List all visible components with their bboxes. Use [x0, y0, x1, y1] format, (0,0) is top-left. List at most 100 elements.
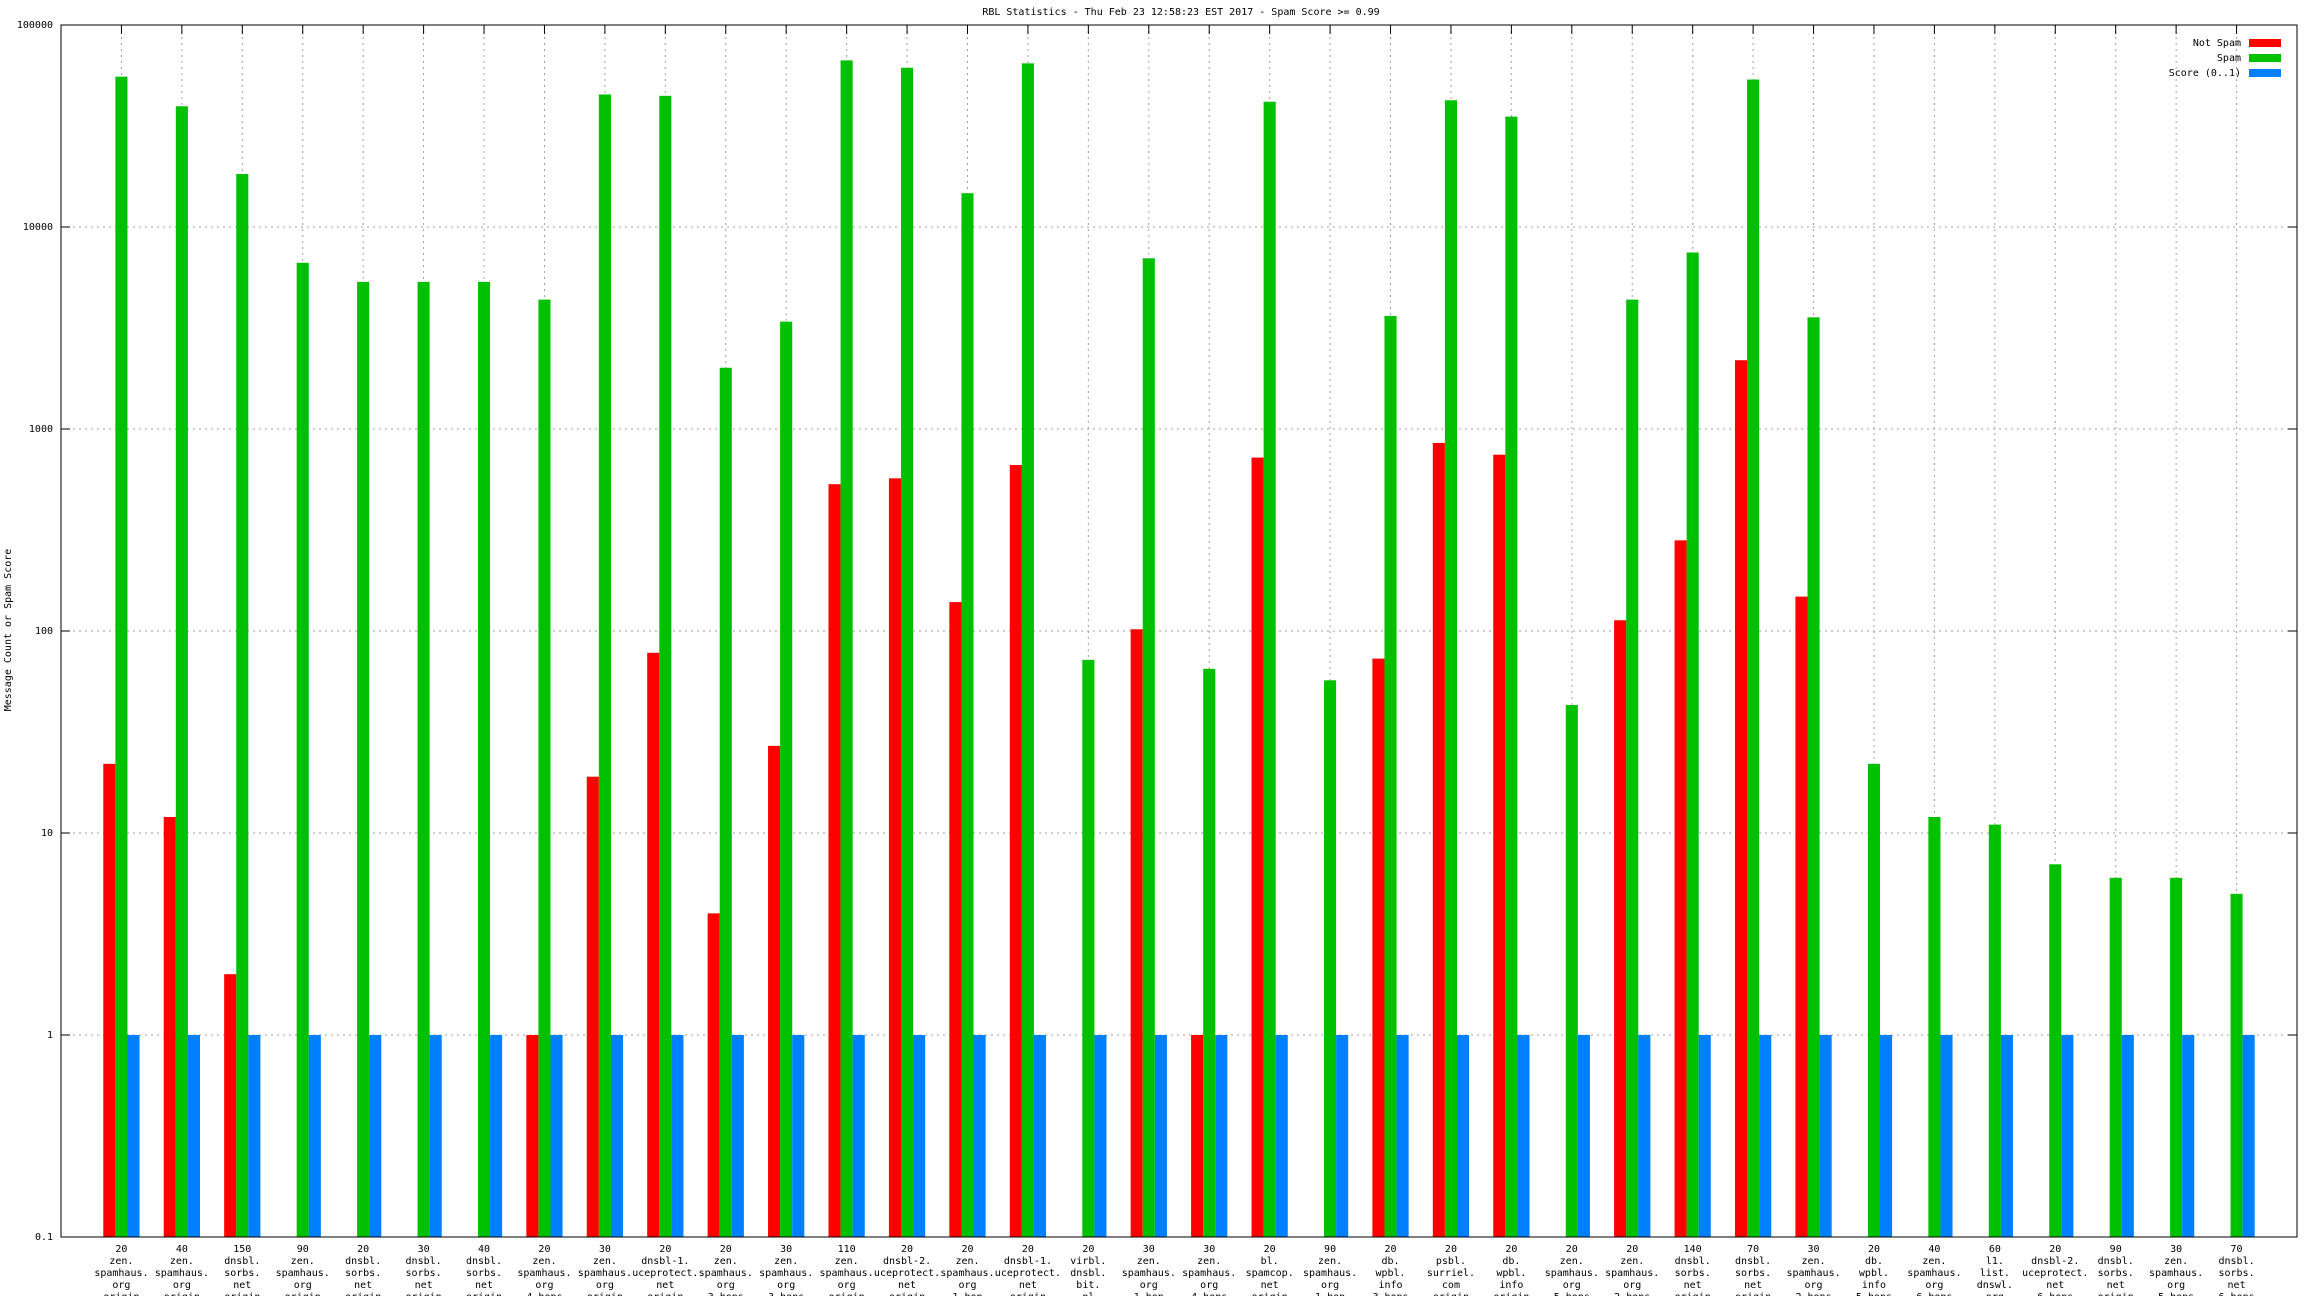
bar — [1698, 1035, 1711, 1237]
x-tick-label: info — [1378, 1280, 1402, 1291]
bar — [768, 745, 781, 1237]
x-tick-label: 20 — [2049, 1244, 2061, 1255]
bar — [1577, 1035, 1590, 1237]
x-tick-label: uceprotect. — [995, 1268, 1061, 1279]
x-tick-label: 20 — [538, 1244, 550, 1255]
x-tick-label: org — [1805, 1280, 1823, 1291]
x-tick-label: zen. — [532, 1256, 556, 1267]
bar — [1324, 680, 1337, 1237]
bar — [127, 1035, 140, 1237]
legend-swatch — [2249, 54, 2281, 62]
bar — [1263, 101, 1276, 1237]
x-tick-label: spamhaus. — [2149, 1268, 2203, 1279]
bar — [1432, 442, 1445, 1237]
y-axis-label: Message Count or Spam Score — [3, 549, 14, 712]
x-tick-label: sorbs. — [2098, 1268, 2134, 1279]
x-tick-label: net — [475, 1280, 493, 1291]
x-tick-label: zen. — [714, 1256, 738, 1267]
x-tick-label: 40 — [1928, 1244, 1940, 1255]
y-tick-label: 0.1 — [35, 1232, 53, 1243]
x-tick-label: spamhaus. — [578, 1268, 632, 1279]
bar — [2061, 1035, 2074, 1237]
x-tick-label: spamhaus. — [1303, 1268, 1357, 1279]
bar — [586, 776, 599, 1237]
bar — [369, 1035, 382, 1237]
bar — [1747, 79, 1760, 1238]
bar — [1021, 63, 1034, 1238]
x-tick-label: net — [2107, 1280, 2125, 1291]
x-tick-label: org — [1623, 1280, 1641, 1291]
x-tick-label: 2 hops — [1795, 1292, 1831, 1296]
x-tick-label: zen. — [593, 1256, 617, 1267]
x-tick-label: net — [233, 1280, 251, 1291]
bar — [1009, 465, 1022, 1237]
x-tick-label: origin — [466, 1292, 502, 1296]
bar — [1686, 252, 1699, 1238]
bar — [477, 281, 491, 1237]
bar — [1142, 258, 1155, 1238]
bar — [840, 60, 853, 1238]
x-tick-label: wpbl. — [1496, 1268, 1526, 1279]
x-tick-label: 20 — [1626, 1244, 1638, 1255]
x-tick-label: dnsbl. — [1070, 1268, 1106, 1279]
x-tick-label: 1 hop — [1134, 1292, 1164, 1296]
x-tick-label: wpbl. — [1375, 1268, 1405, 1279]
bar — [1928, 817, 1941, 1237]
x-tick-label: 20 — [720, 1244, 732, 1255]
x-tick-label: 6 hops — [2219, 1292, 2255, 1296]
x-tick-label: 20 — [659, 1244, 671, 1255]
x-tick-label: net — [2046, 1280, 2064, 1291]
x-tick-label: spamcop. — [1246, 1268, 1294, 1279]
bar — [1336, 1035, 1349, 1237]
bar — [901, 67, 914, 1237]
x-tick-label: zen. — [1318, 1256, 1342, 1267]
bar — [1372, 658, 1385, 1237]
x-tick-label: 30 — [418, 1244, 430, 1255]
x-tick-label: 70 — [2231, 1244, 2243, 1255]
x-tick-label: sorbs. — [2219, 1268, 2255, 1279]
x-tick-label: net — [415, 1280, 433, 1291]
x-tick-label: 5 hops — [1856, 1292, 1892, 1296]
x-tick-label: net — [2228, 1280, 2246, 1291]
bar — [1033, 1035, 1047, 1237]
x-tick-label: 3 hops — [1372, 1292, 1408, 1296]
x-tick-label: spamhaus. — [517, 1268, 571, 1279]
x-tick-label: origin — [1493, 1292, 1529, 1296]
bar — [1203, 668, 1216, 1237]
bar — [1251, 457, 1264, 1237]
x-tick-label: 20 — [1868, 1244, 1880, 1255]
x-tick-label: uceprotect. — [874, 1268, 940, 1279]
x-tick-label: dnsbl. — [2219, 1256, 2255, 1267]
x-tick-label: 20 — [961, 1244, 973, 1255]
x-tick-label: dnsbl-1. — [641, 1256, 689, 1267]
x-tick-label: origin — [224, 1292, 260, 1296]
bar — [1444, 100, 1457, 1237]
bar — [852, 1035, 865, 1237]
x-tick-label: 20 — [901, 1244, 913, 1255]
x-tick-label: origin — [285, 1292, 321, 1296]
bar — [659, 95, 672, 1238]
x-tick-label: 90 — [1324, 1244, 1336, 1255]
x-tick-label: com — [1442, 1280, 1460, 1291]
x-tick-label: 4 hops — [1191, 1292, 1227, 1296]
x-tick-label: 6 hops — [1916, 1292, 1952, 1296]
bar — [792, 1035, 805, 1237]
x-tick-label: zen. — [291, 1256, 315, 1267]
x-tick-label: 20 — [1082, 1244, 1094, 1255]
x-tick-label: 6 hops — [2037, 1292, 2073, 1296]
bar — [1988, 824, 2001, 1237]
x-tick-label: 30 — [599, 1244, 611, 1255]
x-tick-label: uceprotect. — [2022, 1268, 2088, 1279]
x-tick-label: 20 — [1445, 1244, 1457, 1255]
x-tick-label: zen. — [1560, 1256, 1584, 1267]
x-tick-label: dnsbl. — [224, 1256, 260, 1267]
bar — [1867, 763, 1881, 1237]
x-tick-label: origin — [1675, 1292, 1711, 1296]
x-tick-label: 2 hops — [1614, 1292, 1650, 1296]
x-tick-label: org — [112, 1280, 130, 1291]
bar — [1456, 1035, 1470, 1237]
bar — [1215, 1035, 1228, 1237]
x-tick-label: org — [1563, 1280, 1581, 1291]
x-tick-label: db. — [1381, 1256, 1399, 1267]
